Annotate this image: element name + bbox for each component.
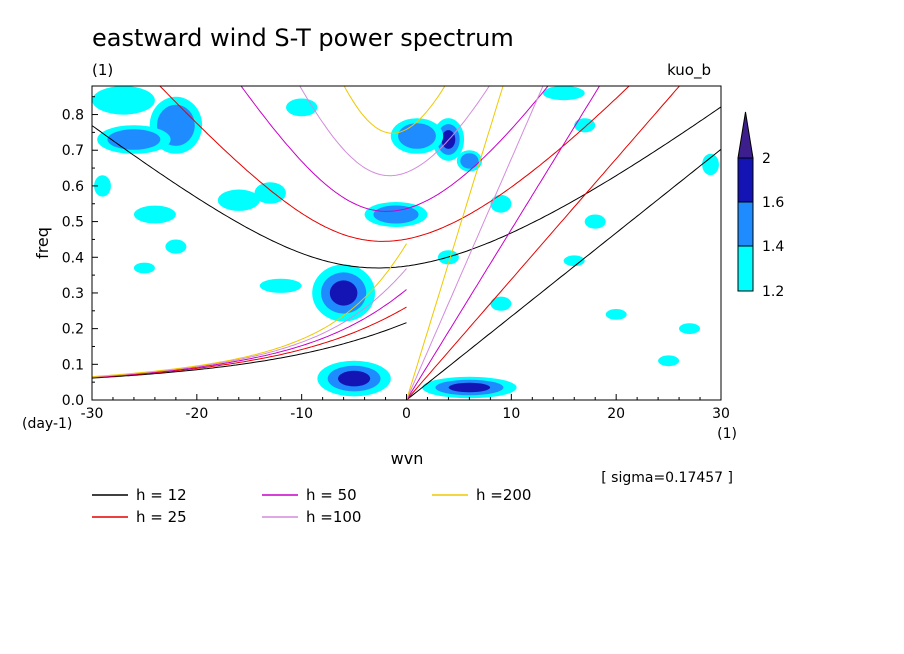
curve-kelvin-h100: [406, 86, 544, 400]
power-contour-7-level-1: [107, 129, 161, 150]
power-contour-21-level-0: [94, 175, 111, 197]
chart-title: eastward wind S-T power spectrum: [92, 24, 514, 52]
colorbar-label: 1.2: [762, 284, 784, 300]
chart-subtitle-left: (1): [92, 61, 113, 79]
curve-n1-gravity-h50: [240, 86, 549, 212]
power-contour-4-level-1: [373, 205, 419, 224]
power-contour-10-level-0: [254, 182, 286, 204]
y-tick-label: 0.1: [62, 357, 84, 373]
y-tick-label: 0.5: [62, 215, 84, 231]
power-contour-6-level-1: [398, 123, 436, 149]
power-contour-1-level-2: [338, 370, 371, 387]
legend-label-h25: h = 25: [136, 508, 187, 526]
curve-kelvin-h50: [406, 86, 601, 400]
legend-label-h200: h =200: [476, 486, 531, 504]
curve-n1-gravity-h200: [343, 86, 446, 134]
dispersion-curves: [92, 86, 721, 400]
y-tick-label: 0.3: [62, 286, 84, 302]
legend-label-h12: h = 12: [136, 486, 187, 504]
curve-n1-gravity-h100: [299, 86, 490, 177]
curve-kelvin-h25: [406, 86, 681, 400]
chart-subtitle-right: kuo_b: [667, 61, 711, 80]
y-tick-label: 0.6: [62, 179, 84, 195]
power-contour-14-level-1: [460, 153, 479, 169]
legend-label-h50: h = 50: [306, 486, 357, 504]
curve-n1-gravity-h25: [159, 86, 630, 242]
colorbar-arrow: [737, 111, 754, 159]
x-tick-label: -20: [185, 406, 208, 422]
power-contour-26-level-0: [658, 355, 680, 367]
curve-mixed-rossby-gravity-h200: [92, 243, 407, 378]
x-tick-label: -30: [81, 406, 104, 422]
power-contour-12-level-0: [259, 278, 302, 293]
x-tick-label: 30: [712, 406, 730, 422]
colorbar: 1.2 1.4 1.6 2: [737, 111, 784, 300]
legend: h = 12 h = 25 h = 50 h =100 h =200: [92, 486, 531, 526]
x-axis-unit: (1): [717, 426, 737, 442]
power-contour-24-level-0: [605, 309, 627, 320]
y-tick-label: 0.8: [62, 108, 84, 124]
power-contours: [92, 86, 719, 399]
y-tick-label: 0.2: [62, 322, 84, 338]
power-contour-0-level-2: [329, 280, 358, 306]
curve-kelvin-h200: [406, 86, 504, 400]
curve-n1-gravity-h12: [92, 106, 721, 269]
curve-mixed-rossby-gravity-h25: [92, 306, 407, 378]
x-axis: -30 -20 -10 0 10 20 30: [81, 394, 730, 422]
power-contour-19-level-0: [584, 214, 606, 229]
legend-label-h100: h =100: [306, 508, 361, 526]
sigma-label: [ sigma=0.17457 ]: [601, 470, 733, 486]
y-tick-label: 0.0: [62, 393, 84, 409]
colorbar-label: 2: [762, 151, 771, 167]
power-contour-13-level-0: [165, 239, 187, 254]
x-tick-label: 20: [607, 406, 625, 422]
power-contour-2-level-2: [448, 382, 491, 393]
power-contour-23-level-0: [490, 296, 512, 311]
y-tick-label: 0.7: [62, 143, 84, 159]
power-contour-11-level-0: [133, 205, 176, 224]
power-contour-27-level-0: [133, 262, 155, 274]
x-tick-label: 0: [402, 406, 411, 422]
y-axis: 0.0 0.1 0.2 0.3 0.4 0.5 0.6 0.7 0.8: [62, 96, 98, 409]
curve-kelvin-h12: [406, 148, 721, 400]
power-contour-15-level-0: [490, 194, 512, 213]
power-contour-20-level-0: [702, 153, 719, 176]
colorbar-label: 1.4: [762, 239, 784, 255]
power-contour-28-level-0: [679, 323, 700, 334]
colorbar-segment: [737, 157, 754, 203]
power-contour-9-level-0: [217, 189, 260, 211]
y-axis-unit: (day-1): [22, 416, 72, 432]
power-contour-18-level-0: [542, 86, 585, 101]
colorbar-label: 1.6: [762, 195, 784, 211]
power-contour-17-level-0: [574, 118, 596, 133]
y-axis-label: freq: [33, 227, 52, 259]
power-contour-8-level-0: [92, 86, 155, 115]
colorbar-segment: [737, 245, 754, 292]
x-tick-label: 10: [502, 406, 520, 422]
curve-mixed-rossby-gravity-h12: [92, 322, 407, 379]
y-tick-label: 0.4: [62, 250, 84, 266]
colorbar-segment: [737, 201, 754, 247]
x-tick-label: -10: [290, 406, 313, 422]
x-axis-label: wvn: [391, 449, 424, 468]
power-contour-25-level-0: [563, 255, 585, 267]
